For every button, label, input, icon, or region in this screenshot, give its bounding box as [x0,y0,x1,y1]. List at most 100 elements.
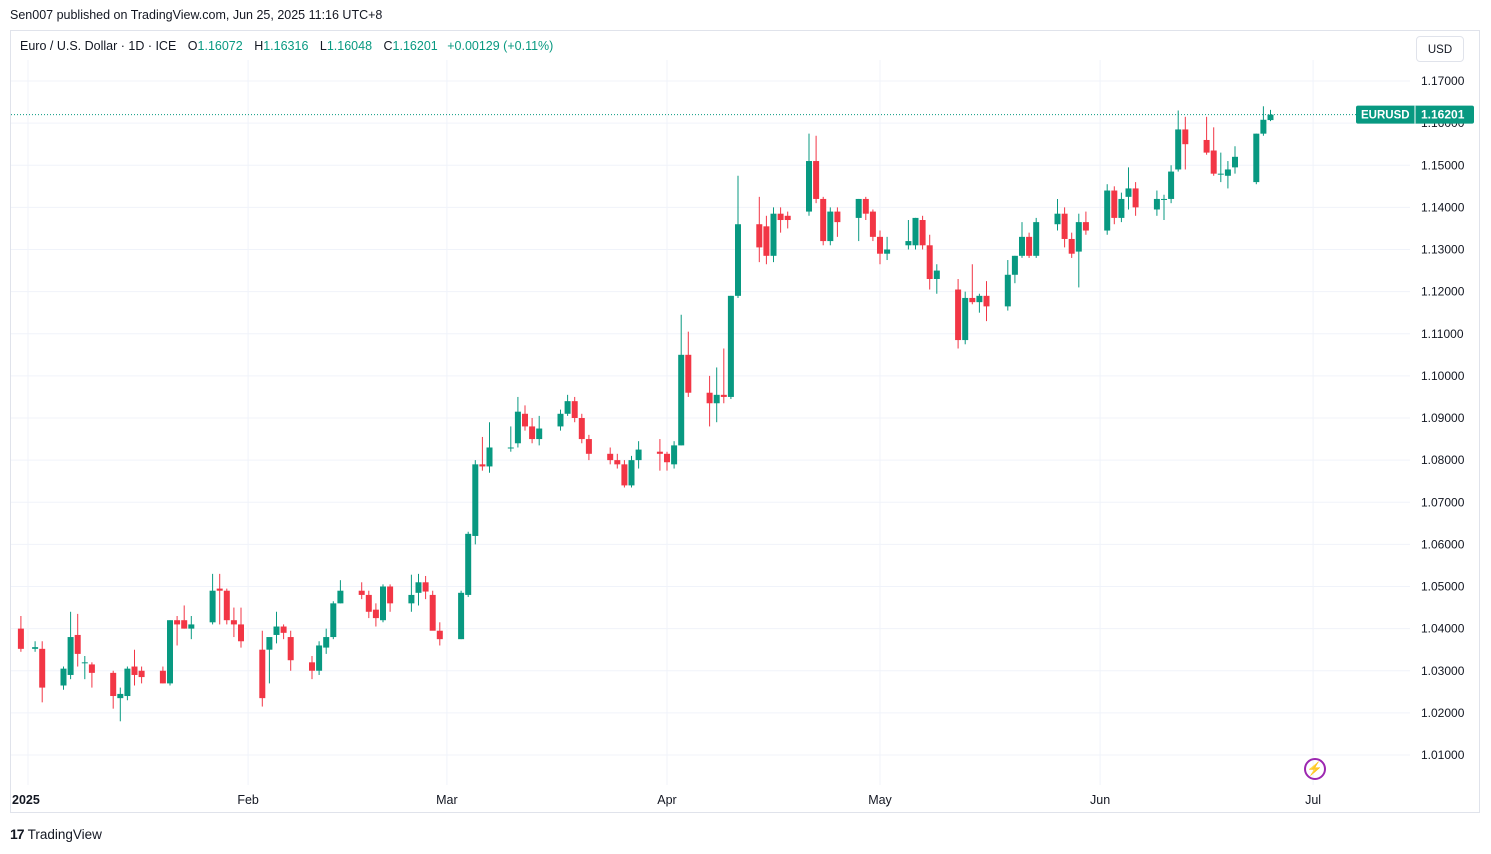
candle-body[interactable] [664,453,670,463]
candle-body[interactable] [287,637,294,661]
candle-body[interactable] [720,394,727,397]
candle-body[interactable] [1132,188,1139,208]
candle-body[interactable] [1217,173,1224,175]
candle-body[interactable] [827,211,834,242]
candle-body[interactable] [784,215,791,221]
candle-body[interactable] [358,590,365,595]
candle-body[interactable] [884,249,891,254]
candle-body[interactable] [458,592,465,640]
candle-body[interactable] [1033,222,1040,256]
currency-button[interactable]: USD [1416,36,1464,62]
candle-body[interactable] [933,270,940,279]
candle-body[interactable] [735,224,741,296]
candle-body[interactable] [408,594,415,604]
candle-body[interactable] [1019,236,1025,256]
candle-body[interactable] [429,594,436,631]
candle-body[interactable] [685,354,692,393]
candle-body[interactable] [955,289,962,341]
candle-body[interactable] [877,236,883,254]
candle-body[interactable] [770,213,777,256]
candle-body[interactable] [316,645,323,671]
candle-body[interactable] [1061,213,1068,239]
candle-body[interactable] [756,224,763,248]
candle-body[interactable] [820,198,827,242]
symbol-title[interactable]: Euro / U.S. Dollar · 1D · ICE [20,39,177,53]
candle-body[interactable] [514,411,521,444]
candle-body[interactable] [230,620,237,625]
candle-body[interactable] [578,418,585,440]
candle-body[interactable] [32,647,39,649]
candle-body[interactable] [1168,171,1175,199]
candle-body[interactable] [713,394,720,404]
candle-body[interactable] [1068,238,1075,254]
candle-body[interactable] [174,620,181,625]
candle-body[interactable] [919,220,926,246]
candle-body[interactable] [110,672,117,697]
candle-body[interactable] [67,637,74,675]
candle-body[interactable] [39,648,46,688]
candle-body[interactable] [1175,129,1182,170]
candle-body[interactable] [273,626,280,635]
candle-body[interactable] [905,241,912,246]
candle-body[interactable] [976,295,983,303]
candle-body[interactable] [223,590,230,621]
candle-body[interactable] [74,634,81,654]
candle-body[interactable] [564,401,571,414]
candle-body[interactable] [1011,255,1018,275]
candle-body[interactable] [181,620,188,629]
candle-body[interactable] [529,426,536,440]
candle-body[interactable] [962,297,969,341]
candle-body[interactable] [1118,198,1125,218]
candle-body[interactable] [138,670,145,678]
candle-body[interactable] [81,662,88,664]
candle-body[interactable] [607,453,614,461]
candle-body[interactable] [912,217,919,246]
candle-body[interactable] [585,439,592,454]
candle-body[interactable] [60,668,67,686]
candle-body[interactable] [1224,169,1231,176]
candle-body[interactable] [862,198,869,214]
candle-body[interactable] [855,198,862,218]
candle-body[interactable] [17,628,24,649]
candle-body[interactable] [621,464,628,486]
candle-body[interactable] [479,464,486,467]
candle-body[interactable] [372,609,379,619]
candle-body[interactable] [813,161,820,199]
candle-body[interactable] [1203,139,1210,153]
candle-body[interactable] [238,624,244,642]
candle-body[interactable] [131,666,138,675]
candle-body[interactable] [380,586,386,621]
candle-body[interactable] [926,245,933,279]
candle-body[interactable] [806,161,812,212]
candle-body[interactable] [1004,274,1011,307]
candle-body[interactable] [472,464,479,536]
candle-body[interactable] [266,637,273,650]
candle-body[interactable] [1153,198,1160,210]
candle-body[interactable] [571,401,578,418]
candle-body[interactable] [1260,119,1267,134]
candle-body[interactable] [727,295,734,397]
candle-body[interactable] [422,582,429,592]
candle-body[interactable] [88,664,95,673]
candle-body[interactable] [1232,156,1238,168]
candle-body[interactable] [1182,129,1189,145]
candle-body[interactable] [869,211,876,237]
candle-body[interactable] [614,460,621,465]
candle-body[interactable] [656,451,663,454]
candle-body[interactable] [465,533,472,595]
candle-body[interactable] [259,649,266,699]
candle-body[interactable] [1210,150,1217,174]
candle-body[interactable] [706,392,713,404]
candle-body[interactable] [1253,133,1260,183]
candle-body[interactable] [436,630,443,640]
candle-body[interactable] [671,445,678,465]
candle-body[interactable] [635,449,642,461]
candle-body[interactable] [522,413,528,427]
candle-body[interactable] [1104,190,1111,231]
candle-body[interactable] [1054,213,1061,225]
candle-body[interactable] [1082,222,1089,231]
candle-body[interactable] [216,588,223,591]
footer-brand[interactable]: 17 TradingView [10,826,102,842]
candle-body[interactable] [280,626,287,633]
